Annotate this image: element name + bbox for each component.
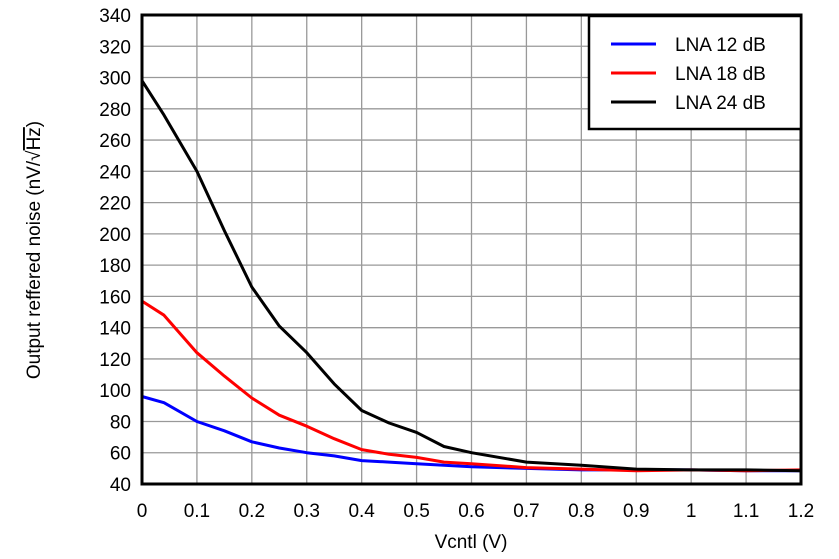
y-axis-ticks: 40 60 80 100 120 140 160 180 200 220 240 260 280 300 3… [99, 6, 131, 496]
x-tick-label: 1.2 [788, 501, 814, 522]
series-line-lna-18-db [141, 299, 802, 473]
x-tick-label: 0.7 [513, 501, 539, 522]
y-axis-title: Output reffered noise (nV/√Hz) [24, 121, 45, 379]
y-tick-label: 180 [99, 256, 131, 277]
x-tick-label: 1.1 [733, 501, 759, 522]
y-tick-label: 100 [99, 381, 131, 402]
y-tick-label: 220 [99, 194, 131, 215]
legend: LNA 12 dB LNA 18 dB LNA 24 dB [587, 14, 803, 131]
legend-label: LNA 12 dB [675, 35, 766, 56]
y-tick-label: 260 [99, 131, 131, 152]
y-tick-label: 280 [99, 100, 131, 121]
y-tick-label: 340 [99, 6, 131, 27]
y-tick-label: 160 [99, 287, 131, 308]
y-tick-label: 240 [99, 162, 131, 183]
x-tick-label: 0.2 [239, 501, 265, 522]
data-series [140, 79, 802, 473]
x-axis-title: Vcntl (V) [435, 532, 508, 553]
x-tick-label: 0.1 [184, 501, 210, 522]
x-tick-label: 0.9 [623, 501, 649, 522]
y-axis-title-close: ) [24, 121, 45, 127]
y-axis-title-main: Output reffered noise (nV/ [24, 160, 45, 379]
y-tick-label: 320 [99, 37, 131, 58]
y-tick-label: 120 [99, 350, 131, 371]
x-tick-label: 1 [686, 501, 697, 522]
y-axis-title-sqrt-term: Hz [24, 127, 45, 150]
y-tick-label: 300 [99, 69, 131, 90]
legend-label: LNA 18 dB [675, 64, 766, 85]
y-tick-label: 40 [110, 475, 131, 496]
svg-text:Output reffered noise (nV/√Hz: Output reffered noise (nV/√Hz) [24, 121, 45, 379]
x-tick-label: 0.4 [348, 501, 375, 522]
y-tick-label: 140 [99, 319, 131, 340]
y-tick-label: 80 [110, 412, 131, 433]
x-tick-label: 0.6 [458, 501, 484, 522]
plot-frame [140, 13, 803, 486]
x-tick-label: 0.3 [294, 501, 320, 522]
series-line-lna-24-db [140, 79, 802, 473]
legend-label: LNA 24 dB [675, 93, 766, 114]
sqrt-symbol: √ [24, 150, 45, 161]
x-axis-ticks: 0 0.1 0.2 0.3 0.4 0.5 0.6 0.7 0.8 0.9 1 1.1 1.2 [137, 501, 815, 522]
x-tick-label: 0.8 [568, 501, 594, 522]
y-tick-label: 200 [99, 225, 131, 246]
x-tick-label: 0.5 [403, 501, 429, 522]
y-tick-label: 60 [110, 444, 131, 465]
x-tick-label: 0 [137, 501, 148, 522]
